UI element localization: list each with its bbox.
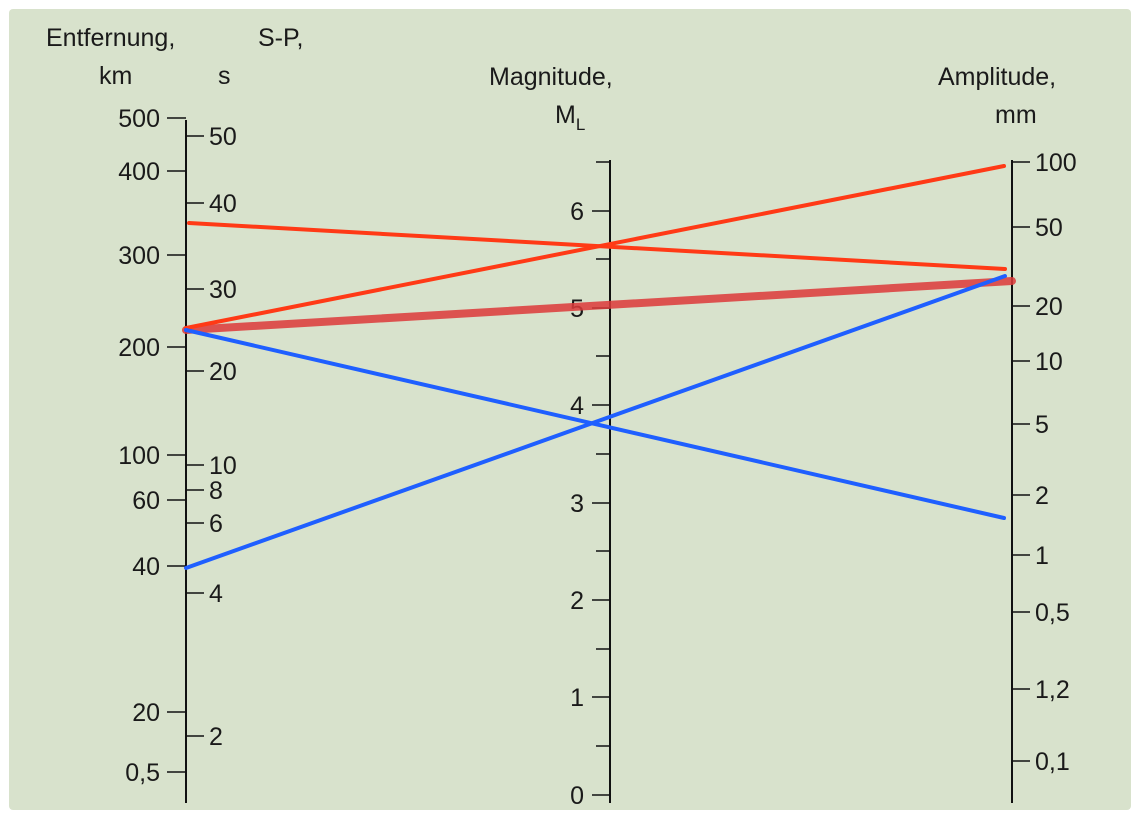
distance-header: Entfernung, [46, 24, 175, 52]
km-label: 400 [118, 158, 160, 186]
km-label: 0,5 [125, 759, 160, 787]
mm-label: 100 [1035, 149, 1077, 177]
mm-label: 50 [1035, 214, 1063, 242]
ml-label: 4 [570, 392, 584, 420]
ml-label: 6 [570, 198, 584, 226]
magnitude-header: Magnitude, [489, 63, 613, 91]
s-label: 8 [209, 477, 223, 505]
km-label: 40 [132, 553, 160, 581]
ml-label: 1 [570, 684, 584, 712]
blue-line-2 [184, 274, 1007, 570]
ml-label: 3 [570, 490, 584, 518]
mm-label: 2 [1035, 482, 1049, 510]
s-label: 4 [209, 580, 223, 608]
s-label: 2 [209, 723, 223, 751]
km-label: 20 [132, 699, 160, 727]
s-label: 20 [209, 358, 237, 386]
s-label: 10 [209, 452, 237, 480]
magnitude-scale: 6 5 4 3 2 1 0 [570, 161, 610, 810]
km-label: 300 [118, 242, 160, 270]
overlay-lines [182, 164, 1016, 570]
mm-label: 5 [1035, 411, 1049, 439]
km-label: 100 [118, 442, 160, 470]
amplitude-header: Amplitude, [938, 63, 1056, 91]
red-line-thick [182, 277, 1016, 334]
ml-label: 2 [570, 587, 584, 615]
amplitude-scale: 100 50 20 10 5 2 1 0,5 1,2 0,1 [1012, 149, 1077, 776]
red-line-2 [184, 164, 1006, 330]
mm-unit: mm [995, 101, 1037, 129]
s-label: 40 [209, 190, 237, 218]
ml-label: 0 [570, 782, 584, 810]
background-panel [9, 9, 1131, 810]
km-label: 200 [118, 334, 160, 362]
mm-label: 10 [1035, 348, 1063, 376]
mm-label: 20 [1035, 293, 1063, 321]
mm-label: 1,2 [1035, 676, 1070, 704]
sp-header: S-P, [258, 24, 303, 52]
km-unit: km [99, 62, 132, 90]
mm-label: 0,1 [1035, 748, 1070, 776]
ml-header: ML [555, 101, 585, 134]
s-label: 6 [209, 510, 223, 538]
s-label: 50 [209, 123, 237, 151]
mm-label: 0,5 [1035, 599, 1070, 627]
sp-seconds-scale: 50 40 30 20 10 8 6 4 2 [186, 123, 237, 751]
s-label: 30 [209, 276, 237, 304]
km-label: 500 [118, 105, 160, 133]
mm-label: 1 [1035, 542, 1049, 570]
km-label: 60 [132, 487, 160, 515]
km-scale: 500 400 300 200 100 60 40 20 0,5 [118, 105, 186, 787]
s-unit: s [218, 62, 231, 90]
